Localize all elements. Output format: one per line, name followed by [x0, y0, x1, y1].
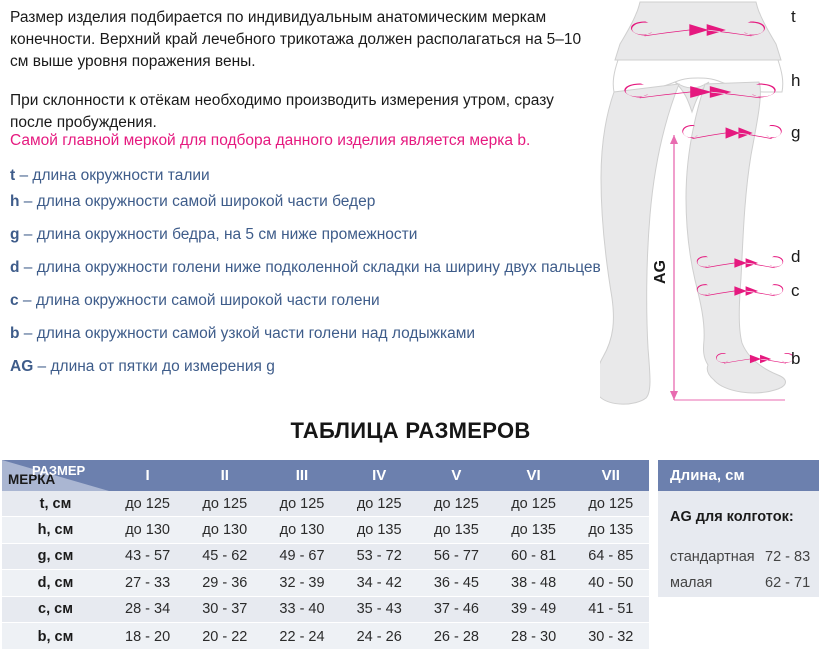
svg-text:c: c [791, 281, 800, 300]
svg-text:h: h [791, 71, 800, 90]
svg-text:g: g [791, 123, 800, 142]
svg-text:d: d [791, 247, 800, 266]
svg-text:b: b [791, 349, 800, 368]
svg-text:t: t [791, 7, 796, 26]
svg-text:AG: AG [652, 260, 669, 284]
